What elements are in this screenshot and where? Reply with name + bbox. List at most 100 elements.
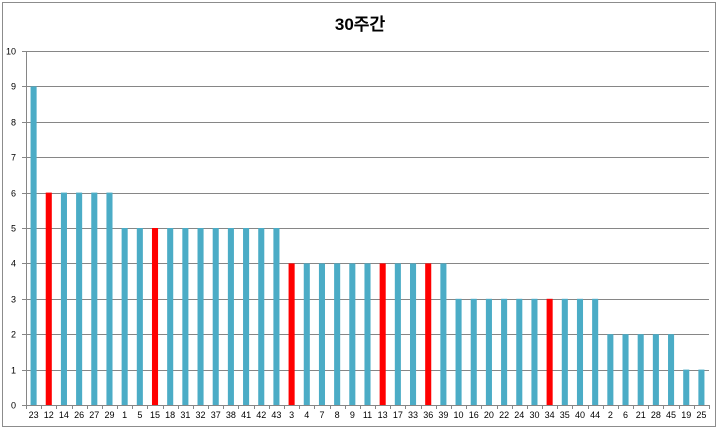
x-tick-label: 20 (484, 410, 494, 420)
bar (485, 298, 492, 405)
x-tick-label: 22 (499, 410, 509, 420)
x-tick-label: 45 (666, 410, 676, 420)
bar (637, 334, 644, 405)
x-tick-label: 39 (438, 410, 448, 420)
bar (683, 369, 690, 405)
bar (516, 298, 523, 405)
bar (576, 298, 584, 405)
x-tick-label: 29 (104, 410, 114, 420)
bar (212, 228, 219, 405)
bar (652, 334, 659, 405)
x-tick-label: 31 (180, 410, 190, 420)
bar (151, 228, 159, 405)
x-tick-label: 14 (59, 410, 69, 420)
bar (668, 334, 675, 405)
x-tick-label: 9 (350, 410, 355, 420)
bar (182, 228, 189, 405)
x-tick-label: 7 (319, 410, 324, 420)
y-tick-label: 0 (11, 401, 16, 411)
bar (622, 334, 629, 405)
x-tick-label: 40 (575, 410, 585, 420)
x-tick-label: 6 (623, 410, 628, 420)
x-tick-label: 13 (378, 410, 388, 420)
bar (364, 263, 371, 405)
bar (303, 263, 310, 405)
y-tick-label: 1 (11, 366, 16, 376)
x-tick-labels: 23 12 14 26 27 29 1 5 15 18 31 32 37 38 41 42 43 3 4 7 8 9 11 1… (29, 410, 707, 420)
y-tick-labels: 0 1 2 3 4 5 6 7 8 9 10 (6, 47, 16, 411)
bar (243, 228, 250, 405)
x-tick-label: 35 (560, 410, 570, 420)
y-tick-label: 6 (11, 189, 16, 199)
x-tick-label: 44 (590, 410, 600, 420)
x-tick-label: 12 (44, 410, 54, 420)
bar (227, 228, 234, 405)
bar (76, 192, 83, 405)
bar (501, 298, 508, 405)
bars-layer (30, 86, 705, 406)
bar (561, 298, 568, 405)
x-tick-label: 41 (241, 410, 251, 420)
x-tick-label: 16 (469, 410, 479, 420)
bar (334, 263, 341, 405)
bar (349, 263, 356, 405)
x-tick-label: 15 (150, 410, 160, 420)
x-tick-label: 43 (271, 410, 281, 420)
x-tick-label: 42 (256, 410, 266, 420)
bar (30, 86, 37, 406)
bar (288, 263, 295, 405)
x-tick-label: 32 (196, 410, 206, 420)
bar (470, 298, 477, 405)
bar (318, 263, 326, 405)
bar (258, 228, 265, 405)
x-tick-label: 10 (454, 410, 464, 420)
y-tick-label: 3 (11, 295, 16, 305)
chart-title: 30주간 (334, 15, 386, 34)
bar (546, 298, 553, 405)
x-tick-label: 24 (514, 410, 524, 420)
y-tick-label: 10 (6, 47, 16, 57)
x-tick-label: 17 (393, 410, 403, 420)
bar (136, 228, 143, 405)
bar (592, 298, 599, 405)
x-tick-label: 11 (363, 410, 372, 420)
y-tick-label: 9 (11, 82, 16, 92)
x-tick-label: 37 (211, 410, 221, 420)
x-tick-label: 18 (165, 410, 175, 420)
x-tick-label: 27 (89, 410, 99, 420)
x-tick-label: 26 (74, 410, 84, 420)
y-tick-label: 8 (11, 118, 16, 128)
axis-layer (22, 51, 710, 409)
bar (409, 263, 417, 405)
bar (45, 192, 52, 405)
x-tick-label: 38 (226, 410, 236, 420)
x-tick-label: 30 (529, 410, 539, 420)
x-tick-label: 3 (289, 410, 294, 420)
y-tick-label: 7 (11, 153, 16, 163)
bar (698, 369, 705, 405)
x-tick-label: 5 (137, 410, 142, 420)
bar (273, 228, 280, 405)
x-tick-label: 19 (681, 410, 691, 420)
x-tick-label: 34 (545, 410, 555, 420)
x-tick-label: 2 (608, 410, 613, 420)
bar (379, 263, 386, 405)
x-tick-label: 36 (423, 410, 433, 420)
x-tick-label: 8 (335, 410, 340, 420)
x-tick-label: 25 (696, 410, 706, 420)
y-tick-label: 2 (11, 330, 16, 340)
x-tick-label: 4 (304, 410, 309, 420)
bar (106, 192, 113, 405)
bar (60, 192, 67, 405)
x-tick-label: 33 (408, 410, 418, 420)
x-tick-label: 23 (29, 410, 39, 420)
bar (607, 334, 614, 405)
bar (197, 228, 204, 405)
bar (531, 298, 538, 405)
x-tick-label: 1 (122, 410, 127, 420)
bar (121, 228, 128, 405)
bar (440, 263, 447, 405)
x-tick-label: 28 (651, 410, 661, 420)
bar (91, 192, 98, 405)
